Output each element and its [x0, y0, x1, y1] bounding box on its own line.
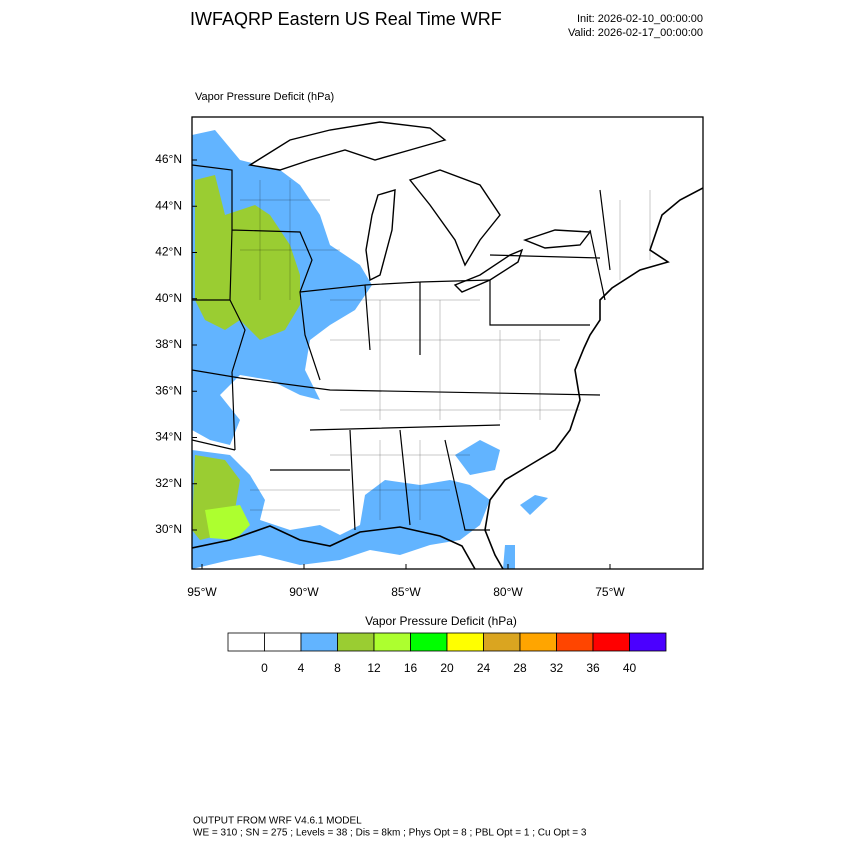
vpd-8-12 — [195, 175, 300, 340]
vpd-4-8 — [455, 440, 500, 475]
lake-michigan — [365, 189, 396, 282]
colorbar-tick-label: 12 — [367, 661, 381, 675]
colorbar-tick-label: 4 — [298, 661, 305, 675]
state-borders — [192, 164, 611, 531]
lat-label: 38°N — [155, 337, 182, 351]
colorbar-box — [264, 632, 302, 652]
map-frame — [191, 116, 704, 570]
lon-label: 90°W — [289, 585, 319, 599]
lat-label: 40°N — [155, 291, 182, 305]
map-content — [192, 121, 703, 569]
lon-label: 75°W — [595, 585, 625, 599]
valid-time: Valid: 2026-02-17_00:00:00 — [568, 27, 703, 39]
footer-line: OUTPUT FROM WRF V4.6.1 MODEL — [193, 816, 362, 827]
colorbar-title: Vapor Pressure Deficit (hPa) — [365, 614, 517, 628]
colorbar-box — [337, 632, 375, 652]
colorbar-box — [629, 632, 667, 652]
coastline — [192, 525, 476, 569]
lat-label: 42°N — [155, 245, 182, 259]
lon-labels: 95°W 90°W 85°W 80°W 75°W — [187, 564, 625, 599]
vpd-12-16 — [205, 505, 250, 540]
colorbar-tick-label: 20 — [440, 661, 454, 675]
colorbar-box — [592, 632, 630, 652]
colorbar-tick-label: 32 — [550, 661, 564, 675]
lake-huron — [408, 169, 501, 267]
colorbar-tick-label: 28 — [513, 661, 527, 675]
colorbar-box — [556, 632, 594, 652]
lat-label: 36°N — [155, 383, 182, 397]
colorbar-tick-label: 0 — [261, 661, 268, 675]
county-lines — [240, 180, 651, 520]
vpd-4-8 — [520, 495, 548, 515]
lat-label: 34°N — [155, 430, 182, 444]
colorbar-tick-label: 40 — [623, 661, 637, 675]
field-label: Vapor Pressure Deficit (hPa) — [195, 91, 334, 103]
map — [191, 116, 704, 570]
footer-line: WE = 310 ; SN = 275 ; Levels = 38 ; Dis … — [193, 828, 587, 839]
colorbar-box — [300, 632, 338, 652]
title: IWFAQRP Eastern US Real Time WRF — [190, 9, 502, 29]
lon-label: 80°W — [493, 585, 523, 599]
coastline — [484, 187, 703, 569]
lake-ontario — [522, 229, 592, 249]
colorbar-tick-label: 24 — [477, 661, 491, 675]
lat-label: 30°N — [155, 522, 182, 536]
colorbar-box — [373, 632, 411, 652]
colorbar-tick-label: 16 — [404, 661, 418, 675]
colorbar-box — [227, 632, 265, 652]
lon-label: 95°W — [187, 585, 217, 599]
colorbar-box — [410, 632, 448, 652]
init-time: Init: 2026-02-10_00:00:00 — [577, 13, 703, 25]
colorbar-box — [519, 632, 557, 652]
lake-superior — [248, 121, 447, 171]
lat-label: 46°N — [155, 152, 182, 166]
colorbar-tick-label: 36 — [586, 661, 600, 675]
colorbar: 0 4 8 12 16 20 24 28 32 36 40 — [227, 632, 667, 675]
lat-label: 44°N — [155, 198, 182, 212]
colorbar-box — [483, 632, 521, 652]
vpd-4-8 — [192, 450, 490, 569]
lat-label: 32°N — [155, 476, 182, 490]
lon-label: 85°W — [391, 585, 421, 599]
lat-labels: 46°N 44°N 42°N 40°N 38°N 36°N 34°N 32°N 30°N — [155, 152, 197, 536]
colorbar-box — [446, 632, 484, 652]
vpd-4-8 — [503, 545, 515, 569]
colorbar-tick-label: 8 — [334, 661, 341, 675]
